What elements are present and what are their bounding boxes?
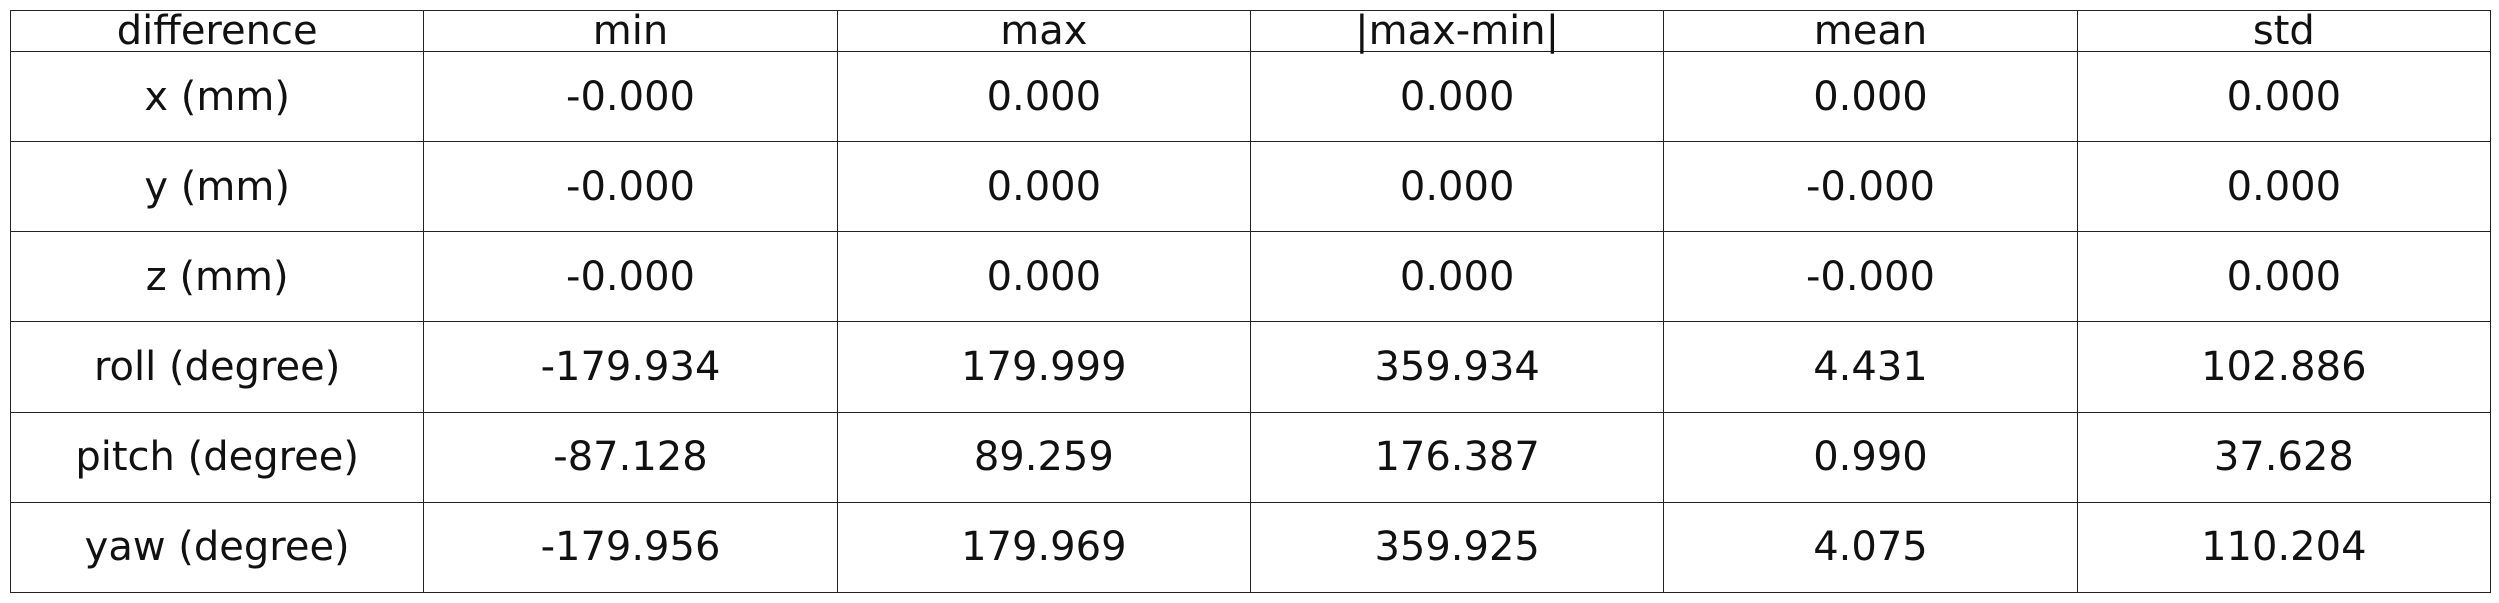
statistics-table: difference min max |max-min| mean std x … (9, 10, 2492, 594)
table-cell: 102.886 (2076, 321, 2492, 413)
header-cell: min (423, 10, 838, 52)
header-cell: difference (9, 10, 425, 52)
table-cell: -0.000 (423, 141, 838, 233)
row-label-cell: roll (degree) (9, 321, 425, 413)
table-cell: -179.956 (423, 501, 838, 594)
table-row: x (mm) -0.000 0.000 0.000 0.000 0.000 (9, 50, 2492, 143)
table-cell: 0.000 (836, 231, 1251, 323)
table-cell: 0.000 (836, 141, 1251, 233)
header-cell: mean (1663, 10, 2078, 52)
table-cell: 359.934 (1249, 321, 1665, 413)
header-cell: |max-min| (1249, 10, 1665, 52)
table-cell: 37.628 (2076, 411, 2492, 503)
table-cell: 0.000 (1249, 231, 1665, 323)
row-label-cell: y (mm) (9, 141, 425, 233)
table-cell: 176.387 (1249, 411, 1665, 503)
table-cell: 4.431 (1663, 321, 2078, 413)
header-cell: max (836, 10, 1251, 52)
header-row: difference min max |max-min| mean std (9, 10, 2492, 52)
table-cell: -179.934 (423, 321, 838, 413)
table-cell: 179.999 (836, 321, 1251, 413)
table-cell: 0.000 (836, 50, 1251, 143)
table-cell: -0.000 (1663, 231, 2078, 323)
table-cell: -87.128 (423, 411, 838, 503)
row-label-cell: z (mm) (9, 231, 425, 323)
table-cell: 0.000 (2076, 141, 2492, 233)
table-cell: 0.000 (1249, 50, 1665, 143)
table-row: roll (degree) -179.934 179.999 359.934 4… (9, 321, 2492, 413)
table-cell: 4.075 (1663, 501, 2078, 594)
table-cell: -0.000 (423, 50, 838, 143)
row-label-cell: x (mm) (9, 50, 425, 143)
table-cell: 0.990 (1663, 411, 2078, 503)
header-cell: std (2076, 10, 2492, 52)
table-cell: 89.259 (836, 411, 1251, 503)
table-cell: 179.969 (836, 501, 1251, 594)
row-label-cell: pitch (degree) (9, 411, 425, 503)
row-label-cell: yaw (degree) (9, 501, 425, 594)
table-cell: -0.000 (1663, 141, 2078, 233)
table-cell: 0.000 (1249, 141, 1665, 233)
table-cell: 110.204 (2076, 501, 2492, 594)
table-cell: 359.925 (1249, 501, 1665, 594)
table-row: yaw (degree) -179.956 179.969 359.925 4.… (9, 501, 2492, 594)
table-cell: -0.000 (423, 231, 838, 323)
table-row: pitch (degree) -87.128 89.259 176.387 0.… (9, 411, 2492, 503)
table-row: y (mm) -0.000 0.000 0.000 -0.000 0.000 (9, 141, 2492, 233)
table-cell: 0.000 (2076, 50, 2492, 143)
table-cell: 0.000 (1663, 50, 2078, 143)
table-cell: 0.000 (2076, 231, 2492, 323)
table-row: z (mm) -0.000 0.000 0.000 -0.000 0.000 (9, 231, 2492, 323)
